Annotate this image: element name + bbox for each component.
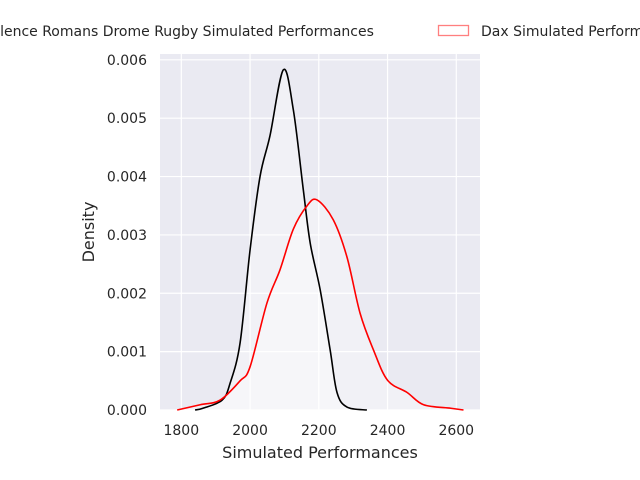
y-tick-label: 0.003 (107, 228, 147, 244)
x-tick-label: 2000 (232, 423, 268, 439)
legend: Valence Romans Drome Rugby Simulated Per… (0, 24, 640, 40)
x-tick-label: 2400 (370, 423, 406, 439)
x-axis-label: Simulated Performances (222, 443, 418, 462)
y-tick-label: 0.002 (107, 286, 147, 302)
y-tick-label: 0.004 (107, 170, 147, 186)
x-tick-label: 2600 (438, 423, 474, 439)
x-tick-label: 2200 (301, 423, 337, 439)
plot-area (160, 54, 480, 410)
y-tick-label: 0.006 (107, 53, 147, 69)
density-lines (177, 68, 464, 411)
x-tick-labels: 1800 2000 2200 2400 2600 (163, 423, 474, 439)
density-fill-1 (177, 199, 464, 410)
y-tick-label: 0.000 (107, 403, 147, 419)
y-axis-label: Density (79, 202, 98, 263)
y-tick-label: 0.001 (107, 345, 147, 361)
legend-label-dax: Dax Simulated Performances (481, 24, 640, 40)
density-fill-0 (195, 69, 367, 410)
legend-label-valence: Valence Romans Drome Rugby Simulated Per… (0, 24, 374, 40)
legend-handle-dax (437, 24, 470, 37)
x-tick-label: 1800 (163, 423, 199, 439)
y-tick-labels: 0.000 0.001 0.002 0.003 0.004 0.005 0.006 (107, 53, 147, 419)
density-line-0 (194, 68, 368, 411)
grid (160, 54, 480, 411)
density-fills (177, 69, 464, 410)
density-line-1 (177, 198, 464, 411)
y-tick-label: 0.005 (107, 111, 147, 127)
